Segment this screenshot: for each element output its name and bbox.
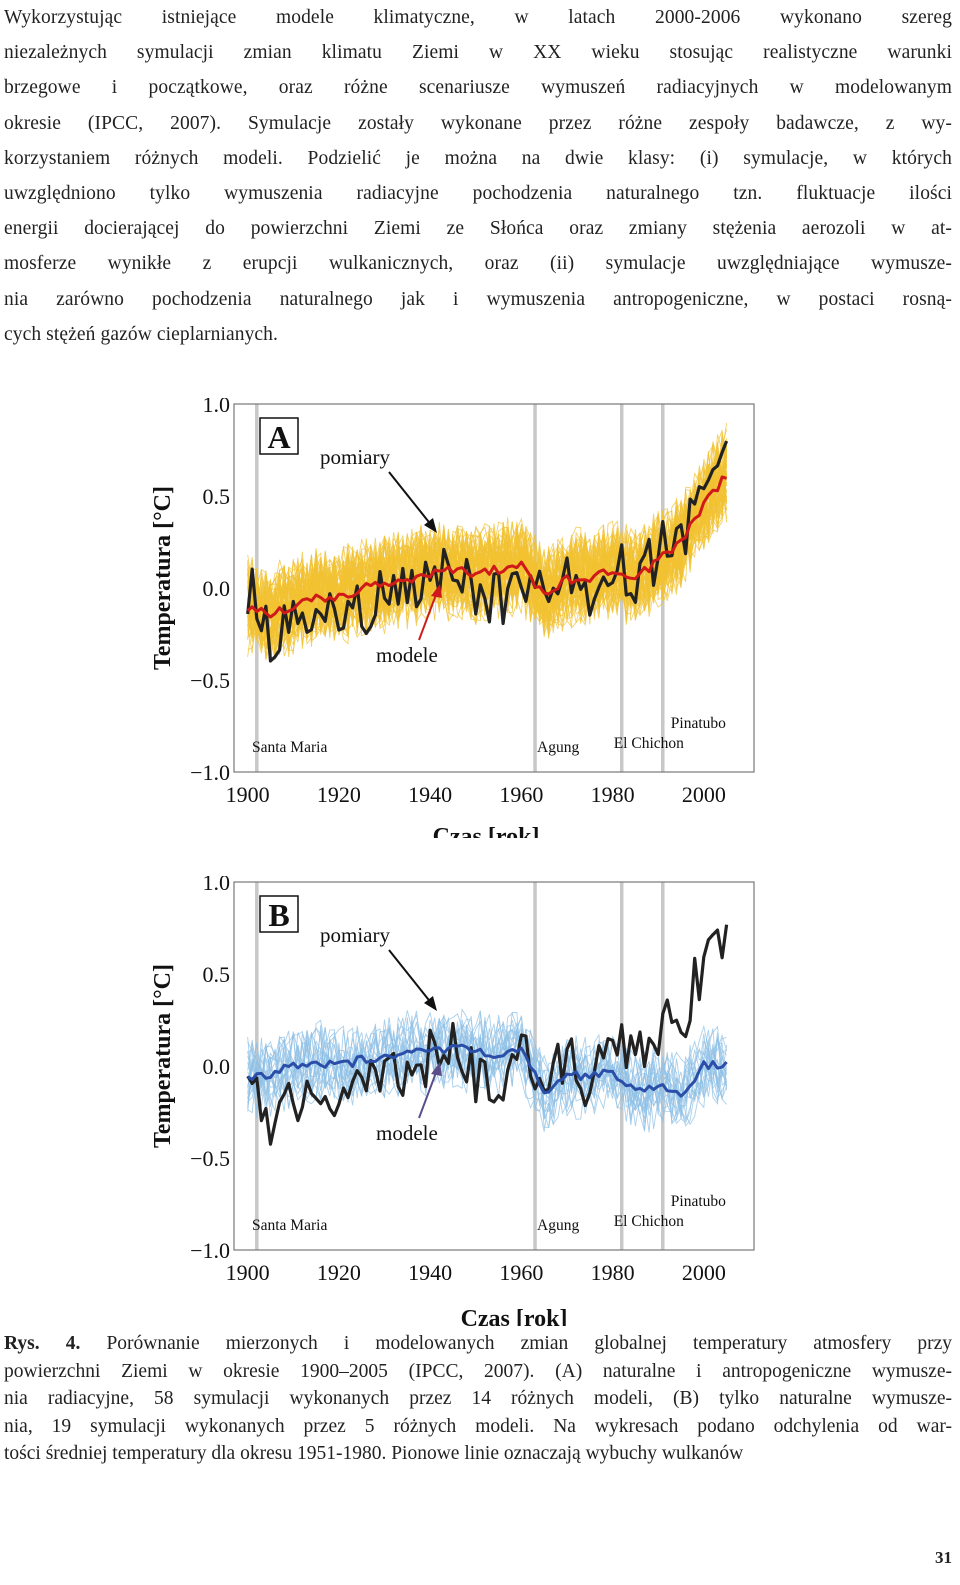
figure-caption: Rys. 4. Porównanie mierzonych i modelowa…	[4, 1330, 952, 1468]
y-axis-label: Temperatura [°C]	[150, 486, 176, 670]
y-axis-label: Temperatura [°C]	[150, 964, 176, 1148]
y-tick-label: −1.0	[190, 1238, 230, 1263]
body-paragraph: Wykorzystując istniejące modele klimatyc…	[4, 0, 952, 352]
x-tick-label: 1900	[226, 782, 270, 807]
paragraph-line: okresie (IPCC, 2007). Symulacje zostały …	[4, 112, 952, 134]
x-tick-label: 2000	[682, 1260, 726, 1285]
paragraph-line: uwzględniono tylko wymuszenia radiacyjne…	[4, 183, 952, 205]
ensemble-member-line	[247, 430, 728, 629]
x-tick-label: 1980	[591, 1260, 635, 1285]
caption-line: powierzchni Ziemi w okresie 1900–2005 (I…	[4, 1360, 952, 1382]
annotation-arrow-modele	[418, 1069, 438, 1119]
plot-frame	[233, 403, 755, 773]
annotation-arrow-pomiary	[388, 471, 433, 527]
paragraph-line: cych stężeń gazów cieplarnianych.	[4, 323, 278, 345]
x-axis-label: Czas [rok]	[433, 824, 540, 838]
paragraph-line: energii docierającej do powierzchni Ziem…	[4, 218, 952, 240]
paragraph-line: Wykorzystując istniejące modele klimatyc…	[4, 7, 952, 28]
series-line-modele	[246, 1043, 728, 1098]
x-tick-label: 2000	[682, 782, 726, 807]
annotation-arrow-pomiary	[388, 949, 433, 1005]
y-tick-label: 0.5	[203, 484, 231, 509]
volcano-label: Pinatubo	[671, 1193, 726, 1210]
series-line-modele	[246, 475, 728, 619]
paragraph-line: brzegowe i początkowe, oraz różne scenar…	[4, 77, 952, 99]
annotation-pomiary: pomiary	[320, 445, 390, 469]
caption-line: nia, 19 symulacji wykonanych przez 5 róż…	[4, 1415, 952, 1437]
x-tick-label: 1980	[591, 782, 635, 807]
y-tick-label: −0.5	[190, 668, 230, 693]
volcano-label: Agung	[537, 1217, 579, 1234]
x-tick-label: 1940	[408, 1260, 452, 1285]
ensemble-member-line	[247, 1030, 727, 1127]
series-line-pomiary	[246, 440, 729, 663]
volcano-label: El Chichon	[614, 735, 684, 752]
ensemble-member-line	[247, 442, 728, 642]
annotation-arrow-modele	[418, 591, 438, 641]
caption-line: Rys. 4. Porównanie mierzonych i modelowa…	[4, 1333, 953, 1354]
plot-frame	[233, 881, 755, 1251]
panel-label-box	[259, 417, 299, 455]
y-tick-label: 0.0	[203, 1054, 231, 1079]
caption-line: nia radiacyjne, 58 symulacji wykonanych …	[4, 1388, 952, 1409]
volcano-label: Santa Maria	[252, 1217, 327, 1234]
x-tick-label: 1940	[408, 782, 452, 807]
y-tick-label: −1.0	[190, 760, 230, 785]
volcano-label: Pinatubo	[671, 715, 726, 732]
arrow-head-modele	[431, 1062, 442, 1076]
caption-line: tości średniej temperatury dla okresu 19…	[4, 1443, 744, 1464]
x-tick-label: 1920	[317, 782, 361, 807]
x-tick-label: 1960	[499, 782, 543, 807]
x-tick-label: 1960	[499, 1260, 543, 1285]
x-axis-label: Czas [rok]	[461, 1306, 568, 1326]
caption-lead: Rys. 4.	[4, 1333, 81, 1354]
paragraph-line: niezależnych symulacji zmian klimatu Zie…	[4, 42, 952, 64]
volcano-label: Santa Maria	[252, 739, 327, 756]
arrow-head-pomiary	[424, 996, 437, 1011]
panel-label-box	[259, 895, 299, 933]
y-tick-label: 0.5	[203, 962, 231, 987]
panel-label: B	[268, 897, 289, 933]
y-tick-label: 1.0	[203, 876, 231, 895]
y-tick-label: 1.0	[203, 398, 231, 417]
annotation-modele: modele	[376, 1121, 438, 1145]
paragraph-line: nia zarówno pochodzenia naturalnego jak …	[4, 288, 952, 310]
page-number: 31	[935, 1548, 952, 1567]
volcano-label: El Chichon	[614, 1213, 684, 1230]
arrow-head-pomiary	[424, 518, 437, 533]
panel-label: A	[267, 419, 290, 455]
ensemble-member-line	[247, 457, 727, 655]
y-tick-label: 0.0	[203, 576, 231, 601]
ensemble-member-line	[247, 1014, 727, 1110]
paragraph-line: korzystaniem różnych modeli. Podzielić j…	[4, 147, 952, 169]
series-line-pomiary	[246, 924, 729, 1146]
volcano-label: Agung	[537, 739, 579, 756]
paragraph-line: mosferze wynikłe z erupcji wulkanicznych…	[4, 253, 952, 275]
y-tick-label: −0.5	[190, 1146, 230, 1171]
annotation-modele: modele	[376, 643, 438, 667]
x-tick-label: 1900	[226, 1260, 270, 1285]
x-tick-label: 1920	[317, 1260, 361, 1285]
arrow-head-modele	[431, 584, 442, 598]
annotation-pomiary: pomiary	[320, 923, 390, 947]
